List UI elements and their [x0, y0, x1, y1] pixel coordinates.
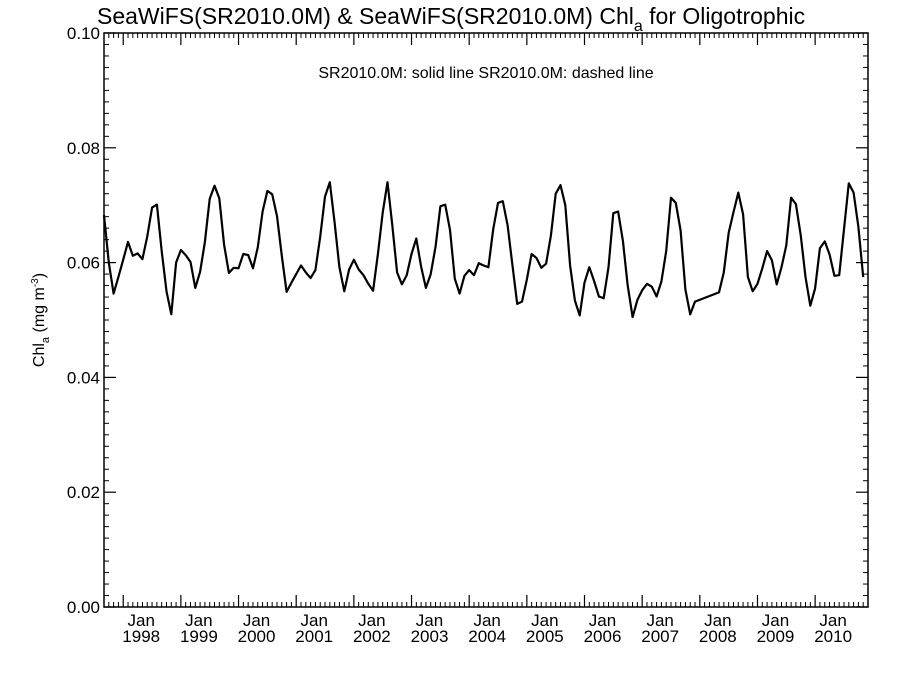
x-tick-year: 2009: [757, 627, 795, 646]
x-tick-year: 1998: [122, 627, 160, 646]
x-tick-month: Jan: [243, 611, 270, 630]
y-axis-label: Chla (mg m-3): [30, 273, 52, 367]
y-tick-label: 0.04: [67, 368, 100, 387]
chart-title: SeaWiFS(SR2010.0M) & SeaWiFS(SR2010.0M) …: [97, 3, 805, 35]
x-tick-month: Jan: [358, 611, 385, 630]
x-tick-month: Jan: [531, 611, 558, 630]
x-tick-month: Jan: [416, 611, 443, 630]
series-layer: [102, 181, 865, 319]
x-tick-year: 2001: [295, 627, 333, 646]
x-tick-month: Jan: [128, 611, 155, 630]
x-tick-month: Jan: [185, 611, 212, 630]
y-tick-label: 0.02: [67, 483, 100, 502]
x-tick-month: Jan: [762, 611, 789, 630]
plot-frame: [103, 32, 869, 608]
y-tick-label: 0.08: [67, 139, 100, 158]
x-tick-year: 2010: [814, 627, 852, 646]
x-tick-month: Jan: [589, 611, 616, 630]
x-tick-year: 2005: [526, 627, 564, 646]
x-tick-month: Jan: [819, 611, 846, 630]
y-tick-label: 0.06: [67, 254, 100, 273]
x-axis: Jan1998Jan1999Jan2000Jan2001Jan2002Jan20…: [103, 33, 869, 646]
x-tick-month: Jan: [300, 611, 327, 630]
x-tick-year: 2006: [584, 627, 622, 646]
x-tick-year: 2002: [353, 627, 391, 646]
legend-text: SR2010.0M: solid line SR2010.0M: dashed …: [318, 65, 653, 82]
x-tick-year: 2007: [641, 627, 679, 646]
y-tick-label: 0.10: [67, 24, 100, 43]
x-tick-year: 2000: [238, 627, 276, 646]
x-tick-month: Jan: [473, 611, 500, 630]
x-tick-year: 2008: [699, 627, 737, 646]
x-tick-month: Jan: [646, 611, 673, 630]
series-line: [102, 181, 865, 319]
x-tick-month: Jan: [704, 611, 731, 630]
y-tick-label: 0.00: [67, 598, 100, 617]
x-tick-year: 2003: [411, 627, 449, 646]
x-tick-year: 2004: [468, 627, 506, 646]
y-axis: 0.00 0.02 0.04 0.06 0.08 0.10: [67, 24, 868, 617]
x-tick-year: 1999: [180, 627, 218, 646]
